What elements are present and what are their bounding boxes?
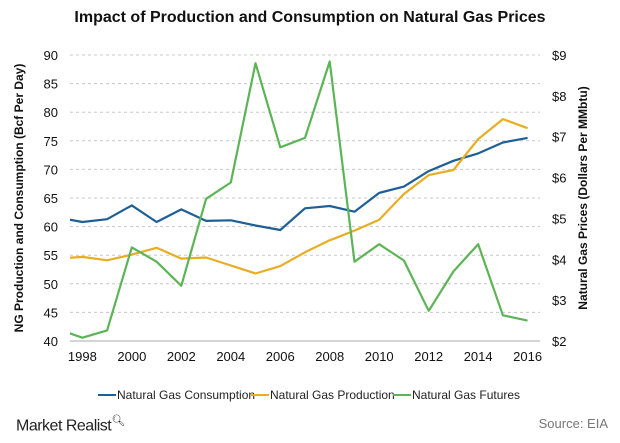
y-tick-label: 45 <box>44 305 58 320</box>
series-line-consumption <box>70 136 528 232</box>
y-tick-label: 50 <box>44 277 58 292</box>
y2-tick-label: $7 <box>552 130 566 145</box>
y-tick-label: 40 <box>44 334 58 349</box>
series-line-futures <box>70 60 528 339</box>
x-tick-label: 2006 <box>266 349 295 364</box>
magnifier-icon: 🔍︎ <box>111 415 125 427</box>
source-note: Source: EIA <box>538 416 608 431</box>
y2-tick-label: $2 <box>552 334 566 349</box>
y-tick-label: 85 <box>44 77 58 92</box>
y2-tick-label: $6 <box>552 171 566 186</box>
y-tick-label: 75 <box>44 134 58 149</box>
y-tick-label: 65 <box>44 191 58 206</box>
y2-tick-label: $8 <box>552 89 566 104</box>
x-tick-label: 2014 <box>464 349 493 364</box>
legend-swatch <box>251 394 269 396</box>
y-tick-label: 70 <box>44 162 58 177</box>
y-tick-label: 55 <box>44 248 58 263</box>
y2-tick-label: $3 <box>552 293 566 308</box>
x-tick-label: 2010 <box>365 349 394 364</box>
y2-axis-title: Natural Gas Prices (Dollars Per MMbtu) <box>576 86 590 309</box>
x-tick-label: 2004 <box>216 349 245 364</box>
legend-item-production: Natural Gas Production <box>251 388 395 402</box>
legend-swatch <box>393 394 411 396</box>
x-tick-label: 2012 <box>414 349 443 364</box>
legend-label: Natural Gas Production <box>270 388 395 402</box>
legend-label: Natural Gas Consumption <box>117 388 256 402</box>
y-tick-label: 80 <box>44 105 58 120</box>
legend-swatch <box>98 394 116 396</box>
brand-name: Market Realist <box>16 417 112 435</box>
y-axis-title: NG Production and Consumption (Bcf Per D… <box>12 64 26 333</box>
x-tick-label: 2002 <box>167 349 196 364</box>
chart-title: Impact of Production and Consumption on … <box>74 9 546 26</box>
y2-tick-label: $5 <box>552 211 566 226</box>
x-tick-label: 2016 <box>513 349 542 364</box>
y2-tick-label: $4 <box>552 252 566 267</box>
legend-item-futures: Natural Gas Futures <box>393 388 520 402</box>
brand-logo: Market Realist🔍︎ <box>16 414 125 435</box>
y2-tick-label: $9 <box>552 48 566 63</box>
y-tick-label: 90 <box>44 48 58 63</box>
series-line-production <box>70 117 528 275</box>
x-tick-label: 2000 <box>117 349 146 364</box>
legend-label: Natural Gas Futures <box>412 388 521 402</box>
x-tick-label: 2008 <box>315 349 344 364</box>
y-tick-label: 60 <box>44 220 58 235</box>
legend-item-consumption: Natural Gas Consumption <box>98 388 255 402</box>
x-tick-label: 1998 <box>68 349 97 364</box>
